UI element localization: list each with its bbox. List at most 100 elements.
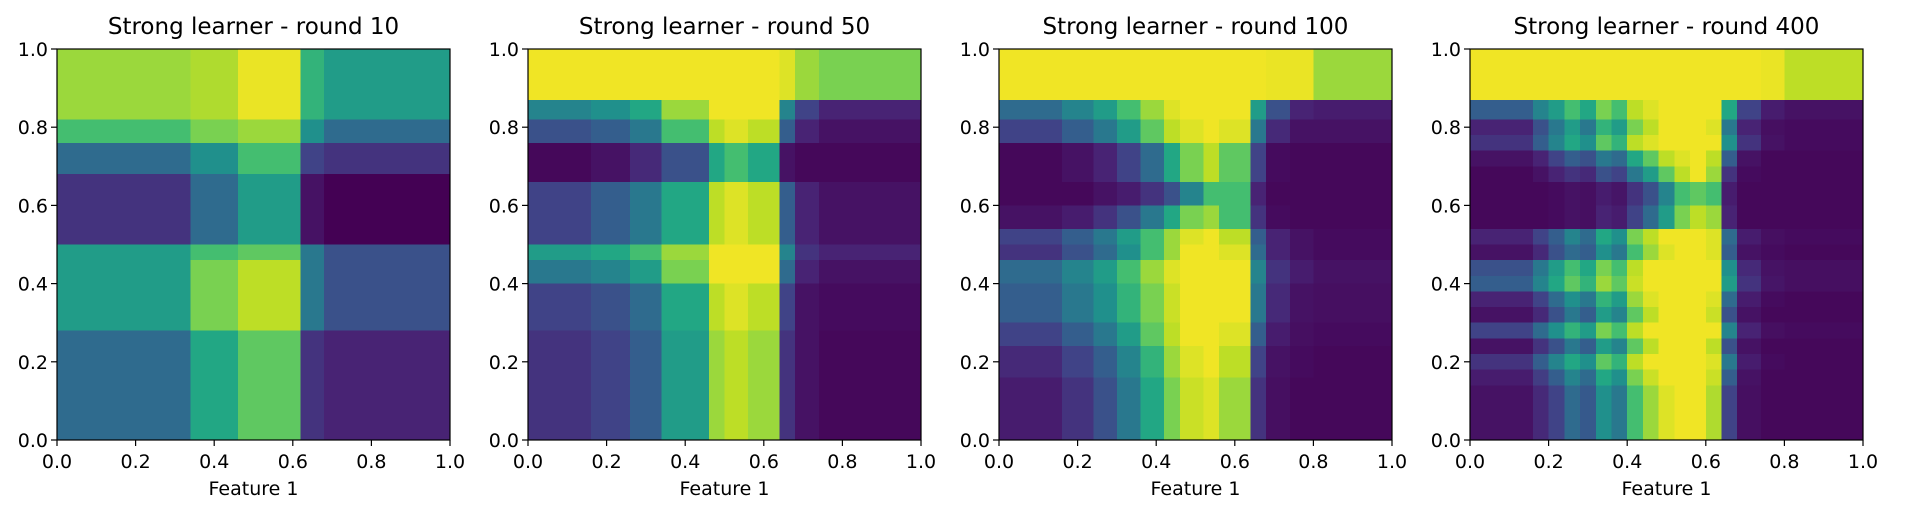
heatmap-cell <box>1093 346 1118 379</box>
heatmap-cell <box>1658 228 1675 246</box>
heatmap-cell <box>1658 205 1675 230</box>
heatmap-cell <box>1611 150 1628 167</box>
x-tick-label: 0.6 <box>1220 451 1250 473</box>
y-tick-label: 1.0 <box>960 39 990 61</box>
heatmap-cell <box>57 244 192 261</box>
heatmap-cell <box>528 99 592 120</box>
x-tick-label: 0.2 <box>591 451 621 473</box>
heatmap-cell <box>1116 181 1142 206</box>
heatmap-cell <box>1595 291 1613 308</box>
heatmap-cell <box>1760 119 1785 136</box>
heatmap-cell <box>1564 291 1581 308</box>
heatmap-cell <box>1705 119 1723 136</box>
heatmap-cell <box>1690 99 1707 120</box>
heatmap-cell <box>1532 228 1550 246</box>
heatmap-cell <box>1203 142 1220 183</box>
heatmap-cell <box>1164 205 1181 230</box>
heatmap-cell <box>1721 291 1738 308</box>
heatmap-cell <box>1266 260 1291 285</box>
heatmap-cell <box>1203 99 1220 120</box>
heatmap-cell <box>779 142 796 183</box>
heatmap-cell <box>1532 307 1550 324</box>
heatmap-cell <box>1532 119 1550 136</box>
heatmap-cell <box>1737 244 1762 261</box>
heatmap-cell <box>1564 244 1581 261</box>
heatmap-cell <box>190 330 239 441</box>
heatmap-cell <box>1595 385 1613 441</box>
heatmap-cell <box>1784 338 1864 355</box>
heatmap-cell <box>630 49 663 101</box>
heatmap-cell <box>1627 228 1644 246</box>
heatmap-cell <box>1164 244 1181 261</box>
heatmap-cell <box>590 283 631 332</box>
heatmap-cell <box>1093 99 1118 120</box>
heatmap-cell <box>724 49 749 101</box>
heatmap-cell <box>1313 49 1393 101</box>
heatmap-cell <box>590 99 631 120</box>
heatmap-cell <box>1642 150 1660 167</box>
x-tick-label: 0.4 <box>1612 451 1642 473</box>
heatmap-cell <box>1627 150 1644 167</box>
heatmap-cell <box>1250 119 1267 144</box>
heatmap-cell <box>1760 49 1785 101</box>
heatmap-cell <box>1705 228 1723 246</box>
heatmap-cell <box>1580 166 1597 183</box>
heatmap-cell <box>1564 119 1581 136</box>
heatmap-cell <box>1580 385 1597 441</box>
heatmap-cell <box>1737 135 1762 152</box>
heatmap-cell <box>1690 244 1707 261</box>
heatmap-cell <box>1611 307 1628 324</box>
heatmap-cell <box>1611 369 1628 386</box>
y-tick-label: 0.2 <box>18 352 48 374</box>
heatmap-cell <box>1658 99 1675 120</box>
heatmap-cell <box>1737 353 1762 371</box>
heatmap-cell <box>1580 99 1597 120</box>
heatmap-cell <box>1061 119 1094 144</box>
heatmap-cell <box>1203 377 1220 441</box>
heatmap-cell <box>1737 369 1762 386</box>
heatmap-cell <box>1266 49 1291 101</box>
heatmap-cell <box>1705 322 1723 339</box>
heatmap-cell <box>1737 99 1762 120</box>
heatmap-cell <box>1721 228 1738 246</box>
heatmap-cell <box>1532 291 1550 308</box>
heatmap-cell <box>1737 181 1762 206</box>
chart-title: Strong learner - round 10 <box>108 14 399 40</box>
x-tick-label: 0.8 <box>1769 451 1799 473</box>
heatmap-cell <box>1313 346 1393 379</box>
heatmap-cell <box>1250 260 1267 285</box>
heatmap-cell <box>748 99 781 120</box>
heatmap-cell <box>1674 275 1691 293</box>
heatmap-cell <box>1627 369 1644 386</box>
heatmap-cell <box>1179 228 1204 246</box>
heatmap-cell <box>708 181 726 246</box>
x-axis-label: Feature 1 <box>209 478 299 500</box>
heatmap-cell <box>1140 228 1165 246</box>
heatmap-cell <box>57 119 192 144</box>
heatmap-cell <box>237 330 302 441</box>
heatmap-cell <box>1642 338 1660 355</box>
heatmap-cell <box>1627 205 1644 230</box>
heatmap-cell <box>1674 369 1691 386</box>
heatmap-cell <box>1642 385 1660 441</box>
heatmap-cell <box>1721 119 1738 136</box>
heatmap-cell <box>1690 260 1707 277</box>
heatmap-cell <box>1627 166 1644 183</box>
heatmap-cell <box>1658 307 1675 324</box>
heatmap-cell <box>999 283 1063 324</box>
y-tick-label: 0.4 <box>960 274 990 296</box>
heatmap-cell <box>190 174 239 246</box>
heatmap-cell <box>1721 322 1738 339</box>
heatmap-cell <box>1642 307 1660 324</box>
heatmap-cell <box>1219 49 1252 101</box>
heatmap-cell <box>1289 377 1314 441</box>
heatmap-cell <box>1203 283 1220 324</box>
heatmap-cell <box>1564 166 1581 183</box>
heatmap-cell <box>1611 205 1628 230</box>
heatmap-cell <box>237 142 302 175</box>
heatmap-cell <box>190 244 239 261</box>
heatmap-cell <box>1116 99 1142 120</box>
heatmap-cell <box>1289 228 1314 246</box>
heatmap-cell <box>1219 181 1252 206</box>
heatmap-cell <box>1564 353 1581 371</box>
